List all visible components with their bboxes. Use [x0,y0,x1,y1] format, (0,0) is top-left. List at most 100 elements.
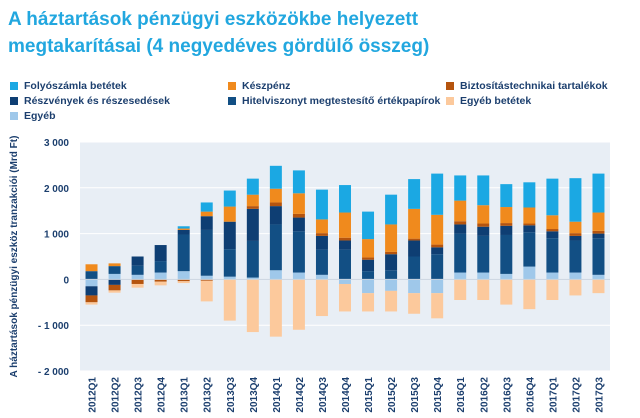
legend-item-hitelviszony: Hitelviszonyt megtestesítő értékpapírok [228,95,440,107]
x-tick-label: 2013Q1 [180,377,191,413]
bar-segment-hitelviszony [177,234,190,272]
bar-segment-biztositas [500,223,513,226]
bar-segment-folyoszamla [431,173,444,215]
bar-segment-egyeb [154,272,167,280]
bar-segment-hitelviszony [269,224,282,271]
bar-segment-biztositas [523,223,536,226]
bar-segment-folyoszamla [385,194,398,225]
bar-segment-egyeb [108,273,121,280]
bar-segment-egyeb_betet [200,280,213,302]
bar-segment-keszpenz [523,207,536,224]
bar-segment-biztositas [154,279,167,282]
x-tick-label: 2013Q2 [203,377,214,413]
bar-segment-egyeb_betet [500,279,513,305]
bar-segment-egyeb [131,274,144,280]
legend-label-hitelviszony: Hitelviszonyt megtestesítő értékpapírok [242,95,441,107]
bar-segment-biztositas [85,295,98,303]
bar-segment-keszpenz [408,208,421,239]
bar-segment-egyeb_betet [408,293,421,314]
bar-segment-hitelviszony [246,240,259,278]
bar-segment-egyeb [546,272,559,280]
legend-label-reszveny: Részvények és részesedések [24,95,170,107]
bar-segment-reszveny [477,226,490,236]
bar-segment-keszpenz [177,228,190,230]
bar-segment-egyeb_betet [385,290,398,312]
bar-segment-biztositas [362,257,375,260]
bar-segment-folyoszamla [292,170,305,194]
bar-segment-folyoszamla [200,202,213,212]
y-tick-label: 3 000 [44,138,69,149]
bar-segment-egyeb_betet [315,279,328,317]
bar-segment-biztositas [131,279,144,284]
bar-segment-reszveny [592,233,605,239]
legend-item-keszpenz: Készpénz [228,80,290,92]
bar-segment-biztositas [246,206,259,209]
bar-segment-keszpenz [246,194,259,207]
bar-segment-egyeb [477,272,490,280]
chart-title: A háztartások pénzügyi eszközökbe helyez… [8,6,608,60]
bar-segment-egyeb_betet [569,279,582,296]
bar-segment-folyoszamla [546,178,559,216]
bar-segment-hitelviszony [431,254,444,280]
bar-segment-reszveny [269,206,282,225]
bar-segment-folyoszamla [523,182,536,208]
bar-segment-egyeb [431,279,444,294]
bar-segment-keszpenz [477,205,490,224]
y-tick-label: - 2 000 [38,367,70,378]
bar-segment-folyoszamla [592,173,605,213]
x-tick-label: 2015Q3 [410,377,421,413]
legend-swatch-biztositas [446,82,454,90]
bar-segment-folyoszamla [315,189,328,220]
bar-segment-reszveny [408,240,421,257]
bar-segment-egyeb [246,277,259,280]
bar-segment-folyoszamla [223,190,236,207]
bar-segment-egyeb_betet [269,279,282,337]
bar-segment-hitelviszony [454,233,467,273]
chart-title-line-2: megtakarításai (4 negyedéves gördülő öss… [8,36,430,57]
bar-segment-folyoszamla [454,175,467,201]
bar-segment-reszveny [546,231,559,239]
bar-segment-biztositas [339,237,351,241]
bar-segment-egyeb_betet [108,290,121,293]
x-tick-label: 2016Q2 [479,377,490,413]
x-tick-label: 2012Q2 [111,377,122,413]
y-tick-label: 0 [63,275,69,286]
bar-segment-reszveny [246,208,259,241]
legend-label-biztositas: Biztosítástechnikai tartalékok [460,80,608,92]
bar-segment-hitelviszony [292,231,305,273]
bar-segment-egyeb [569,272,582,280]
bar-segment-egyeb [454,272,467,280]
bar-segment-keszpenz [108,263,121,267]
bar-segment-egyeb [177,271,190,280]
bar-segment-hitelviszony [500,234,513,274]
legend-item-egyeb: Egyéb [10,110,56,122]
x-tick-label: 2015Q1 [364,377,375,413]
bar-segment-keszpenz [85,264,98,272]
bar-segment-hitelviszony [85,271,98,280]
x-tick-label: 2013Q3 [226,377,237,413]
bar-segment-hitelviszony [108,266,121,274]
x-tick-label: 2016Q4 [525,377,536,413]
legend-label-egyeb-betet: Egyéb betétek [460,95,532,107]
bar-segment-biztositas [592,230,605,234]
chart-title-line-1: A háztartások pénzügyi eszközökbe helyez… [8,9,419,30]
bar-segment-hitelviszony [592,238,605,275]
bar-segment-reszveny [131,256,144,266]
x-tick-label: 2014Q4 [341,377,352,413]
bar-segment-reszveny [339,240,351,250]
bar-segment-hitelviszony [385,270,398,280]
legend-item-biztositas: Biztosítástechnikai tartalékok [446,80,608,92]
bar-segment-hitelviszony [477,235,490,273]
bar-segment-reszveny [292,217,305,232]
bar-segment-folyoszamla [246,178,259,195]
legend-swatch-folyoszamla [10,82,18,90]
bar-segment-hitelviszony [315,249,328,275]
bar-segment-egyeb_betet [454,279,467,301]
legend-label-keszpenz: Készpénz [242,80,291,92]
x-tick-label: 2015Q4 [433,377,444,413]
bar-segment-keszpenz [339,212,351,238]
bar-segment-egyeb_betet [223,279,236,321]
bar-segment-hitelviszony [523,232,536,267]
y-tick-label: 2 000 [44,184,69,195]
bar-segment-biztositas [269,202,282,207]
